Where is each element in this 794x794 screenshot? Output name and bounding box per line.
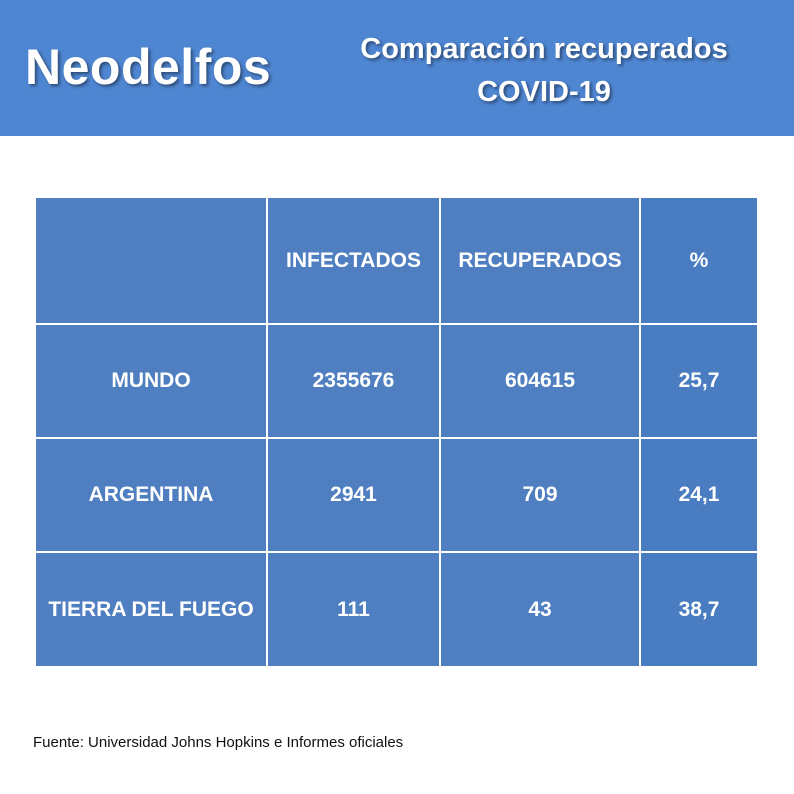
source-note: Fuente: Universidad Johns Hopkins e Info…: [33, 734, 404, 751]
cell-percent: 25,7: [639, 323, 757, 439]
cell-recuperados: 709: [439, 437, 641, 553]
cell-region: ARGENTINA: [36, 437, 268, 553]
cell-recuperados: 604615: [439, 323, 641, 439]
column-header-infectados: INFECTADOS: [266, 198, 441, 325]
table-header-row: INFECTADOS RECUPERADOS %: [36, 198, 757, 325]
cell-infectados: 2355676: [266, 323, 441, 439]
column-header-recuperados: RECUPERADOS: [439, 198, 641, 325]
cell-recuperados: 43: [439, 551, 641, 666]
cell-percent: 38,7: [639, 551, 757, 666]
cell-region: TIERRA DEL FUEGO: [36, 551, 268, 666]
table-row: TIERRA DEL FUEGO 111 43 38,7: [36, 551, 757, 666]
subtitle-line-1: Comparación recuperados: [360, 33, 728, 65]
subtitle-line-2: COVID-19: [477, 76, 611, 108]
cell-infectados: 111: [266, 551, 441, 666]
column-header-percent: %: [639, 198, 757, 325]
cell-region: MUNDO: [36, 323, 268, 439]
column-header-region: [36, 198, 268, 325]
page-subtitle: Comparación recuperados COVID-19: [318, 28, 770, 114]
cell-infectados: 2941: [266, 437, 441, 553]
covid-recovery-table: INFECTADOS RECUPERADOS % MUNDO 2355676 6…: [36, 198, 757, 666]
brand-title: Neodelfos: [25, 39, 272, 95]
table-row: MUNDO 2355676 604615 25,7: [36, 323, 757, 439]
table-row: ARGENTINA 2941 709 24,1: [36, 437, 757, 553]
header-band: Neodelfos Comparación recuperados COVID-…: [0, 0, 794, 136]
cell-percent: 24,1: [639, 437, 757, 553]
